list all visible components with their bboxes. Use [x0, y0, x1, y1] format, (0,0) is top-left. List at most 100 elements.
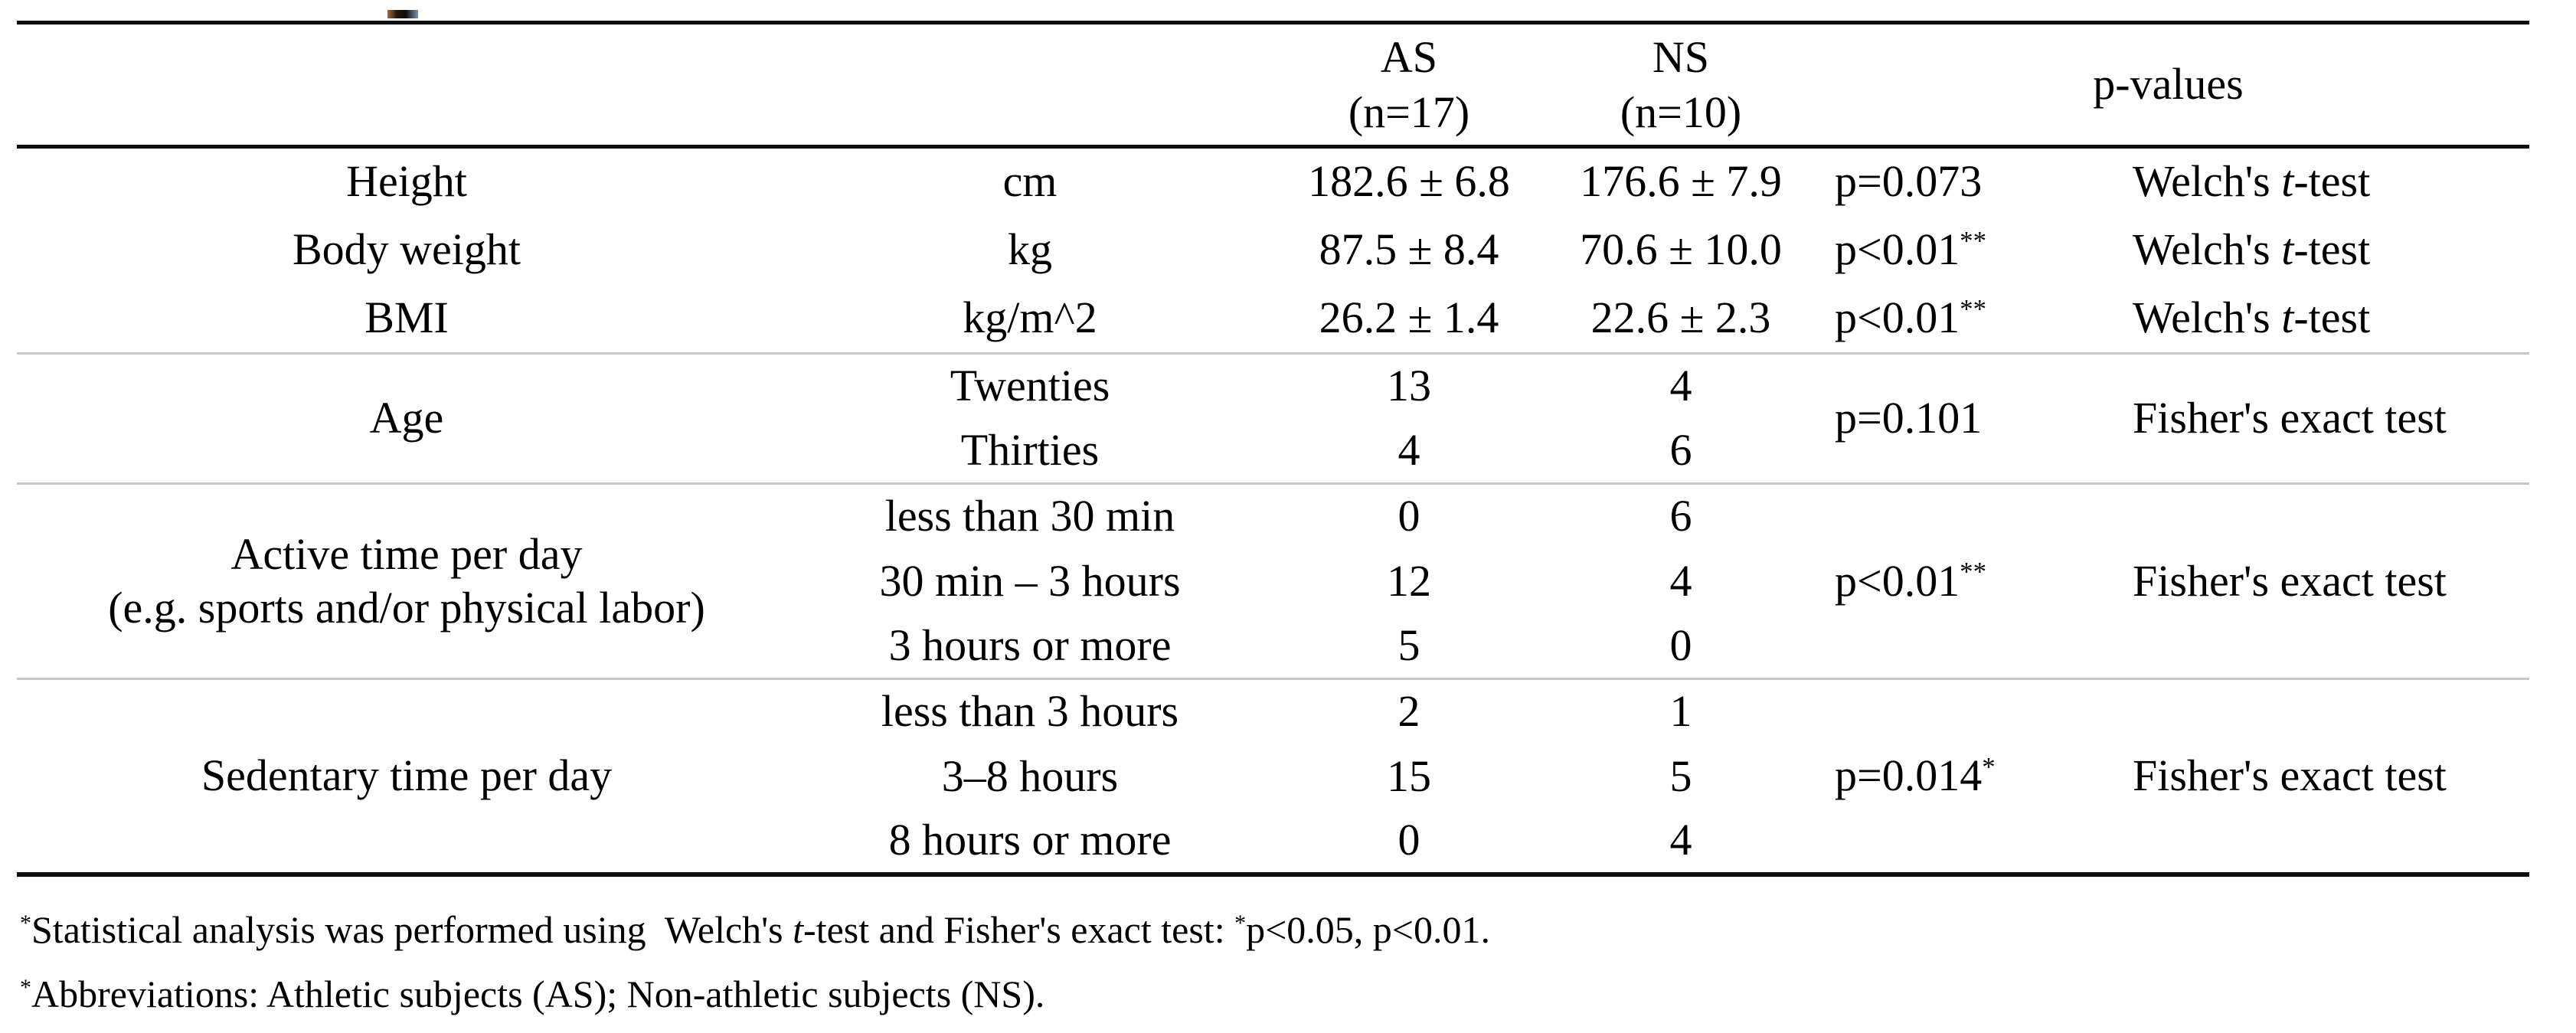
active-30min-3h-as-count: 12 — [1387, 555, 1431, 606]
as-group-label: AS — [1380, 31, 1438, 82]
section-anthropometrics: Height cm 182.6 ± 6.8 176.6 ± 7.9 p=0.07… — [17, 147, 2529, 354]
test-text: Fisher's exact test — [2133, 555, 2447, 606]
age-label: Age — [17, 352, 796, 484]
active-time-label-line2: (e.g. sports and/or physical labor) — [108, 583, 705, 633]
active-category-30min-3h: 30 min – 3 hours — [879, 555, 1181, 606]
active-lt30min-ns-count: 6 — [1554, 482, 1807, 549]
active-time-label: Active time per day (e.g. sports and/or … — [17, 482, 796, 679]
row-sedentary-3-8h: 3–8 hours 15 5 — [17, 744, 2529, 809]
sedentary-8h-more-as-count: 0 — [1398, 815, 1420, 865]
age-thirties-as-count: 4 — [1398, 424, 1420, 475]
age-test-name: Fisher's exact test — [2029, 352, 2529, 484]
body-weight-p-value: p<0.01** — [1807, 216, 2029, 285]
sedentary-3-8h-ns-count: 5 — [1669, 750, 1692, 801]
active-30min-3h-ns-count: 4 — [1669, 555, 1692, 606]
active-category-lt30min: less than 30 min — [796, 482, 1263, 549]
body-weight-ns-value: 70.6 ± 10.0 — [1580, 224, 1782, 275]
test-suffix: -test — [2293, 156, 2371, 207]
height-p-value: p=0.073 — [1807, 147, 2029, 216]
bmi-label: BMI — [364, 293, 449, 343]
footnote-text: -test and Fisher's exact test: — [803, 908, 1235, 951]
significance-asterisks: * — [1982, 751, 1996, 782]
row-active-lt30min: Active time per day (e.g. sports and/or … — [17, 482, 2529, 679]
body-weight-unit: kg — [1008, 224, 1052, 275]
bmi-unit: kg/m^2 — [963, 293, 1097, 343]
height-test-name: Welch's t-test — [2029, 147, 2529, 216]
test-suffix: -test — [2293, 293, 2371, 343]
footnotes: *Statistical analysis was performed usin… — [20, 897, 1490, 1026]
p-text: p<0.01 — [1835, 293, 1960, 343]
p-text: p=0.014 — [1835, 750, 1983, 800]
age-p-value: p=0.101 — [1807, 352, 2029, 484]
header-ns-group: NS (n=10) — [1554, 22, 1807, 149]
row-active-30min-3h: 30 min – 3 hours 12 4 — [17, 549, 2529, 614]
age-twenties-as-count: 13 — [1263, 352, 1554, 419]
sedentary-time-p-value: p=0.014* — [1807, 678, 2029, 874]
table-header: AS (n=17) NS (n=10) p-values — [17, 22, 2529, 149]
significance-asterisks: ** — [1960, 557, 1987, 587]
sedentary-category-lt3h: less than 3 hours — [796, 678, 1263, 744]
row-bmi: BMI kg/m^2 26.2 ± 1.4 22.6 ± 2.3 p<0.01*… — [17, 285, 2529, 354]
row-active-3h-more: 3 hours or more 5 0 — [17, 614, 2529, 679]
footnote-asterisk: * — [20, 910, 31, 936]
bmi-p-value: p<0.01** — [1807, 285, 2029, 354]
subject-characteristics-table: AS (n=17) NS (n=10) p-values Height cm 1… — [17, 21, 2529, 877]
height-unit: cm — [1002, 156, 1058, 207]
test-italic-t: t — [2281, 224, 2294, 275]
age-thirties-ns-count: 6 — [1669, 424, 1692, 475]
header-pvalues: p-values — [1807, 22, 2529, 149]
sedentary-category-8h-more: 8 hours or more — [888, 815, 1172, 865]
height-label: Height — [346, 156, 467, 207]
header-row: AS (n=17) NS (n=10) p-values — [17, 22, 2529, 149]
footnote-asterisk: * — [20, 974, 31, 1000]
significance-asterisks: ** — [1960, 225, 1987, 256]
row-age-thirties: Thirties 4 6 — [17, 419, 2529, 484]
active-time-label-line1: Active time per day — [230, 529, 583, 579]
test-text: Welch's — [2133, 224, 2282, 275]
footnote-abbreviations: *Abbreviations: Athletic subjects (AS); … — [20, 962, 1490, 1026]
cropped-caption-fragment — [387, 10, 418, 18]
body-weight-label: Body weight — [292, 224, 521, 275]
row-height: Height cm 182.6 ± 6.8 176.6 ± 7.9 p=0.07… — [17, 147, 2529, 216]
test-suffix: -test — [2293, 224, 2371, 275]
header-as-group: AS (n=17) — [1263, 22, 1554, 149]
sedentary-time-test-name: Fisher's exact test — [2029, 678, 2529, 874]
row-body-weight: Body weight kg 87.5 ± 8.4 70.6 ± 10.0 p<… — [17, 216, 2529, 285]
ns-group-label: NS — [1652, 31, 1710, 82]
active-3h-more-as-count: 5 — [1398, 619, 1420, 670]
bmi-ns-value: 22.6 ± 2.3 — [1590, 293, 1771, 343]
row-age-twenties: Age Twenties 13 4 p=0.101 Fisher's exact… — [17, 352, 2529, 484]
footnote-italic-t: t — [793, 908, 804, 951]
test-text: Welch's — [2133, 156, 2282, 207]
footnote-text: Statistical analysis was performed using… — [31, 908, 793, 951]
height-ns-value: 176.6 ± 7.9 — [1580, 156, 1782, 207]
height-as-value: 182.6 ± 6.8 — [1308, 156, 1510, 207]
p-text: p=0.073 — [1835, 156, 1983, 207]
active-3h-more-ns-count: 0 — [1669, 619, 1692, 670]
age-category-thirties: Thirties — [960, 424, 1100, 475]
significance-asterisks: ** — [1960, 294, 1987, 325]
sedentary-8h-more-ns-count: 4 — [1669, 815, 1692, 865]
test-text: Fisher's exact test — [2133, 750, 2447, 800]
section-sedentary-time: Sedentary time per day less than 3 hours… — [17, 678, 2529, 874]
p-text: p=0.101 — [1835, 393, 1983, 443]
age-category-twenties: Twenties — [796, 352, 1263, 419]
active-category-3h-more: 3 hours or more — [888, 619, 1172, 670]
bmi-as-value: 26.2 ± 1.4 — [1319, 293, 1499, 343]
active-lt30min-as-count: 0 — [1263, 482, 1554, 549]
p-text: p<0.01 — [1835, 555, 1960, 606]
ns-group-n: (n=10) — [1620, 87, 1742, 137]
as-group-n: (n=17) — [1348, 87, 1470, 137]
row-sedentary-8h-more: 8 hours or more 0 4 — [17, 809, 2529, 874]
body-weight-test-name: Welch's t-test — [2029, 216, 2529, 285]
p-text: p<0.01 — [1835, 224, 1960, 275]
active-time-test-name: Fisher's exact test — [2029, 482, 2529, 679]
sedentary-category-3-8h: 3–8 hours — [941, 750, 1119, 801]
test-italic-t: t — [2281, 293, 2294, 343]
sedentary-time-label: Sedentary time per day — [17, 678, 796, 874]
header-category-blank — [796, 22, 1263, 149]
bmi-test-name: Welch's t-test — [2029, 285, 2529, 354]
section-age: Age Twenties 13 4 p=0.101 Fisher's exact… — [17, 352, 2529, 484]
body-weight-as-value: 87.5 ± 8.4 — [1319, 224, 1499, 275]
